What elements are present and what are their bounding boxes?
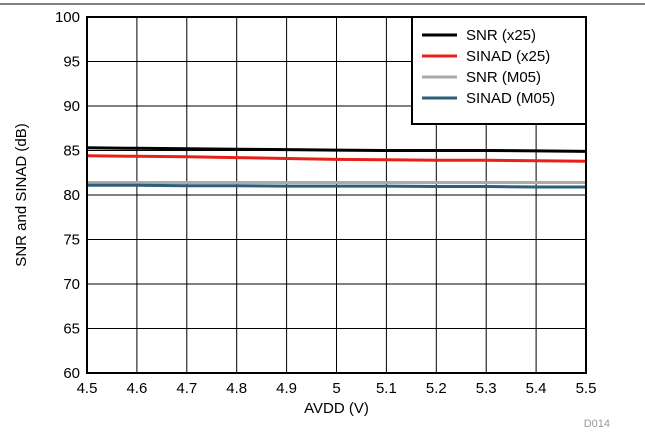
- x-tick-label: 4.6: [126, 380, 147, 397]
- figure-id: D014: [584, 418, 610, 430]
- legend-label-3: SNR (M05): [466, 69, 541, 86]
- x-tick-label: 4.8: [226, 380, 247, 397]
- x-axis-label: AVDD (V): [304, 400, 369, 417]
- y-tick-label: 80: [63, 187, 80, 204]
- legend-label-4: SINAD (M05): [466, 90, 555, 107]
- series-line-1: [86, 146, 587, 153]
- y-tick-label: 95: [63, 54, 80, 71]
- y-axis-label: SNR and SINAD (dB): [13, 123, 30, 266]
- legend-label-1: SNR (x25): [466, 27, 536, 44]
- x-tick-label: 4.5: [77, 380, 98, 397]
- x-tick-label: 5.1: [376, 380, 397, 397]
- x-tick-label: 5.4: [526, 380, 547, 397]
- x-tick-label: 4.9: [276, 380, 297, 397]
- x-tick-label: 5.3: [476, 380, 497, 397]
- x-tick-labels: 4.5 4.6 4.7 4.8 4.9 5 5.1 5.2 5.3 5.4 5.5: [77, 380, 597, 397]
- x-tick-label: 5: [332, 380, 340, 397]
- y-tick-label: 75: [63, 232, 80, 249]
- y-tick-label: 85: [63, 143, 80, 160]
- series-group: [86, 146, 587, 189]
- y-tick-label: 65: [63, 321, 80, 338]
- y-tick-label: 70: [63, 276, 80, 293]
- legend: SNR (x25) SINAD (x25) SNR (M05) SINAD (M05): [411, 16, 587, 125]
- y-tick-label: 60: [63, 365, 80, 382]
- x-tick-label: 5.5: [576, 380, 597, 397]
- series-line-4: [87, 183, 586, 189]
- y-tick-label: 90: [63, 98, 80, 115]
- y-tick-labels: 60 65 70 75 80 85 90 95 100: [55, 9, 80, 382]
- series-line-2: [86, 154, 587, 163]
- plot-frame: [86, 16, 587, 374]
- x-tick-label: 4.7: [176, 380, 197, 397]
- legend-label-2: SINAD (x25): [466, 48, 550, 65]
- x-tick-label: 5.2: [426, 380, 447, 397]
- y-tick-label: 100: [55, 9, 80, 26]
